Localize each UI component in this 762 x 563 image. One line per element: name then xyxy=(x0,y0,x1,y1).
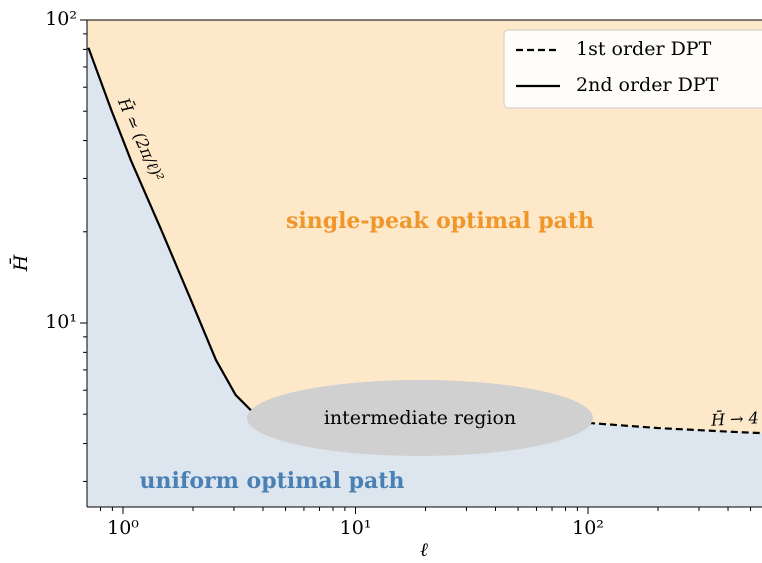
line xyxy=(587,421,762,435)
legend: 1st order DPT 2nd order DPT xyxy=(503,29,762,109)
region-label: uniform optimal path xyxy=(140,468,405,494)
legend-label: 1st order DPT xyxy=(576,38,712,60)
y-axis-label: H̄ xyxy=(9,254,32,272)
annotation: H̄ → 4 xyxy=(710,406,760,429)
region-label: intermediate region xyxy=(324,407,516,429)
y-tick-label: 10² xyxy=(45,8,77,30)
x-tick-label: 10⁰ xyxy=(107,517,139,539)
x-axis-label: ℓ xyxy=(420,539,428,561)
region-label: single-peak optimal path xyxy=(286,208,594,234)
y-tick-label: 10¹ xyxy=(45,311,77,333)
legend-label: 2nd order DPT xyxy=(576,74,719,96)
intermediate-ellipse xyxy=(247,380,593,456)
legend-box xyxy=(503,29,762,109)
x-tick-label: 10² xyxy=(572,517,604,539)
region-lower xyxy=(87,47,762,507)
region-upper xyxy=(87,20,762,434)
x-tick-label: 10¹ xyxy=(340,517,372,539)
